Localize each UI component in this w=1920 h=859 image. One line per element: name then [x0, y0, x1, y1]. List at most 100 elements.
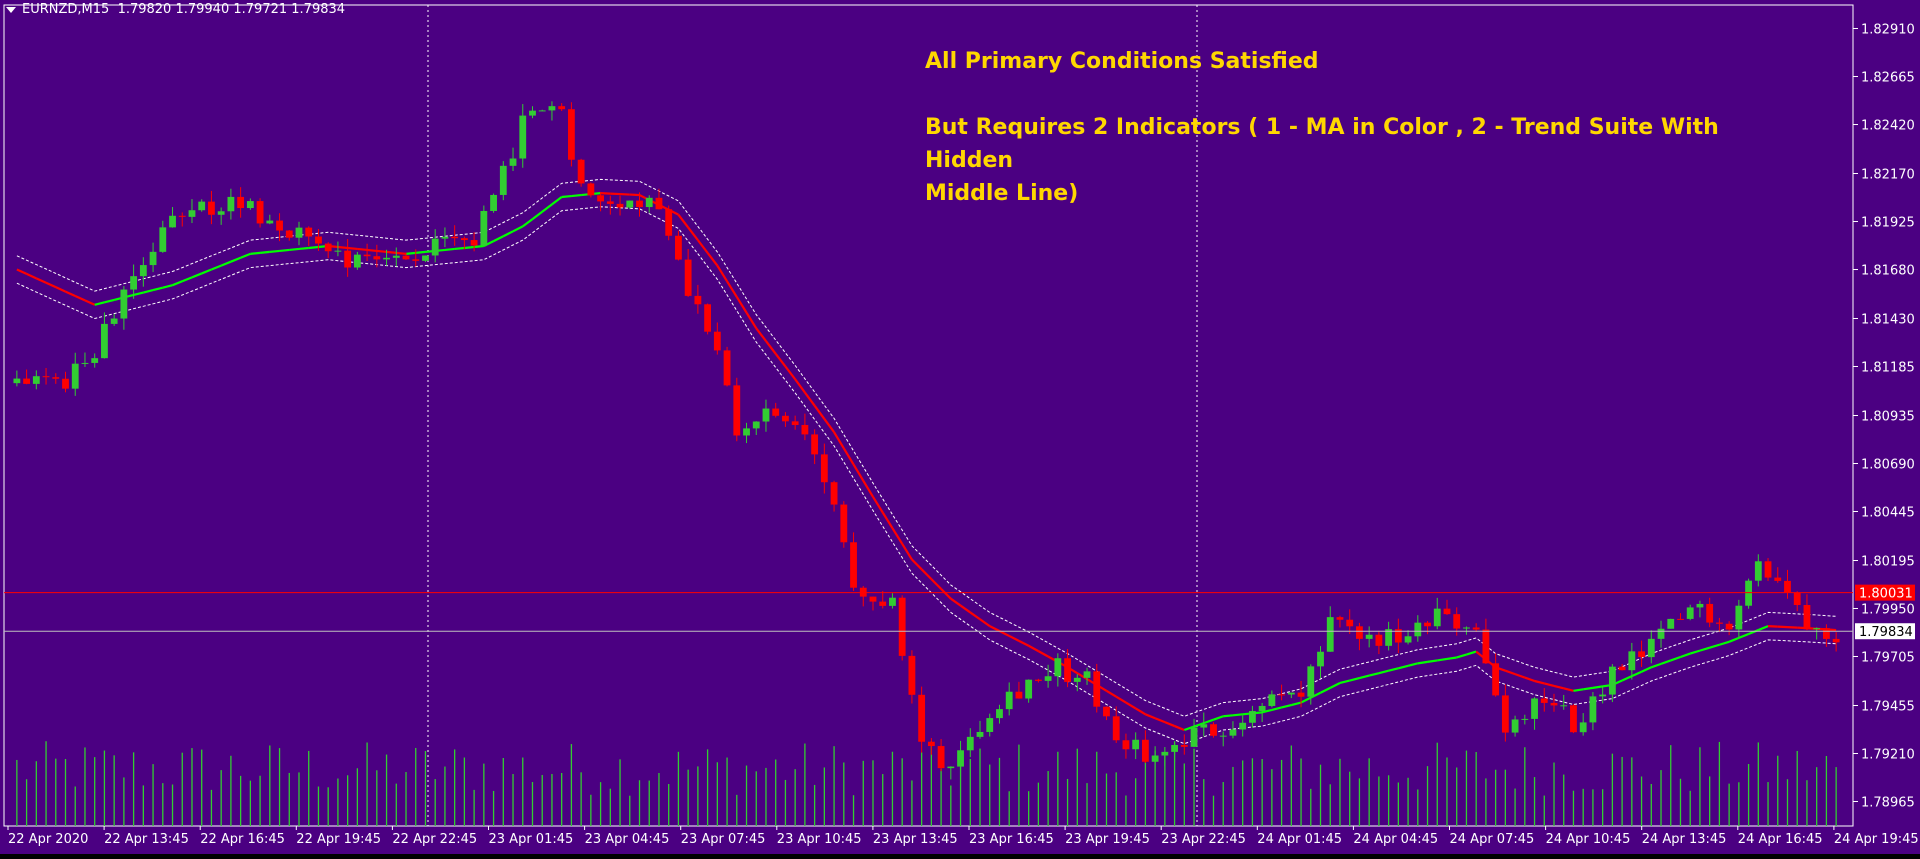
moving-average-segment — [377, 251, 387, 252]
candle-body — [140, 265, 147, 276]
y-tick-label: 1.79705 — [1861, 651, 1915, 666]
candle-body — [1551, 703, 1558, 706]
candle-body — [1259, 706, 1266, 711]
candle-body — [733, 385, 740, 435]
candle-body — [1337, 617, 1344, 620]
collapse-triangle-icon[interactable] — [6, 7, 16, 13]
candle-body — [831, 482, 838, 504]
candle-body — [996, 709, 1003, 718]
candle-body — [617, 204, 624, 208]
candle-body — [801, 425, 808, 434]
candle-body — [1813, 628, 1820, 629]
candle-body — [91, 358, 98, 363]
candle-body — [850, 542, 857, 587]
candle-body — [169, 216, 176, 228]
candle-body — [1375, 635, 1382, 646]
candle-body — [1463, 627, 1470, 628]
x-tick-label: 24 Apr 19:45 — [1834, 832, 1919, 847]
candle-body — [1210, 724, 1217, 736]
candle-body — [52, 377, 59, 379]
x-tick-label: 23 Apr 01:45 — [489, 832, 574, 847]
candle-body — [257, 201, 264, 223]
y-tick-label: 1.82665 — [1861, 71, 1915, 86]
candle-body — [72, 364, 79, 389]
candle-body — [1074, 678, 1081, 682]
candle-body — [549, 106, 556, 110]
candle-body — [471, 240, 478, 245]
candle-body — [1249, 711, 1256, 723]
candle-body — [597, 195, 604, 201]
candle-body — [480, 211, 487, 245]
candle-body — [1638, 651, 1645, 657]
y-tick-label: 1.79455 — [1861, 699, 1915, 714]
candle-body — [1492, 663, 1499, 695]
candle-body — [373, 256, 380, 259]
candle-body — [490, 195, 497, 211]
candle-body — [1123, 740, 1130, 749]
candle-body — [772, 409, 779, 416]
candle-body — [403, 256, 410, 260]
y-tick-label: 1.78965 — [1861, 796, 1915, 811]
candle-body — [1307, 666, 1314, 696]
candle-body — [909, 656, 916, 695]
candle-body — [1502, 695, 1509, 732]
candle-body — [1152, 756, 1159, 762]
moving-average-segment — [464, 247, 474, 248]
candle-body — [1599, 695, 1606, 697]
candle-body — [1161, 752, 1168, 756]
candle-body — [23, 379, 30, 384]
candle-body — [286, 231, 293, 238]
moving-average-segment — [1418, 662, 1428, 663]
candle-body — [335, 251, 342, 252]
moving-average-segment — [562, 196, 572, 197]
moving-average-segment — [1233, 714, 1243, 715]
candle-body — [1230, 729, 1237, 735]
candle-body — [305, 228, 312, 237]
candle-body — [1084, 671, 1091, 677]
y-tick-label: 1.81925 — [1861, 216, 1915, 231]
candle-body — [1239, 723, 1246, 730]
moving-average-segment — [445, 249, 455, 250]
candle-body — [1434, 609, 1441, 627]
moving-average-segment — [348, 248, 358, 249]
candle-body — [159, 227, 166, 251]
candle-body — [208, 202, 215, 215]
candle-body — [451, 237, 458, 238]
candle-body — [62, 379, 69, 389]
moving-average-segment — [280, 250, 290, 251]
candle-body — [1833, 639, 1840, 642]
candle-body — [412, 259, 419, 260]
candle-body — [646, 198, 653, 207]
candle-body — [947, 767, 954, 769]
candle-body — [393, 256, 400, 258]
candle-body — [150, 252, 157, 265]
y-tick-label: 1.80445 — [1861, 506, 1915, 521]
candle-body — [1658, 629, 1665, 639]
candle-body — [986, 718, 993, 732]
x-tick-label: 23 Apr 10:45 — [777, 832, 862, 847]
annotation-line-3: Middle Line) — [925, 177, 1745, 210]
candle-body — [607, 201, 614, 203]
x-tick-label: 24 Apr 01:45 — [1257, 832, 1342, 847]
candle-body — [1765, 561, 1772, 577]
candle-body — [1181, 745, 1188, 747]
candle-body — [227, 197, 234, 211]
candle-body — [189, 210, 196, 217]
candle-body — [33, 376, 40, 384]
y-tick-label: 1.82910 — [1861, 23, 1915, 38]
moving-average-segment — [1593, 686, 1603, 687]
candle-body — [568, 109, 575, 160]
candle-body — [1035, 680, 1042, 681]
candle-body — [1414, 623, 1421, 637]
candle-body — [1628, 651, 1635, 670]
x-tick-label: 24 Apr 13:45 — [1642, 832, 1727, 847]
candle-body — [840, 505, 847, 543]
moving-average-segment — [260, 252, 270, 253]
candle-body — [1444, 609, 1451, 615]
candle-body — [218, 211, 225, 215]
candle-body — [1288, 693, 1295, 695]
candle-body — [1064, 658, 1071, 682]
candle-body — [1171, 745, 1178, 752]
candle-body — [1716, 623, 1723, 624]
candle-body — [1706, 604, 1713, 623]
